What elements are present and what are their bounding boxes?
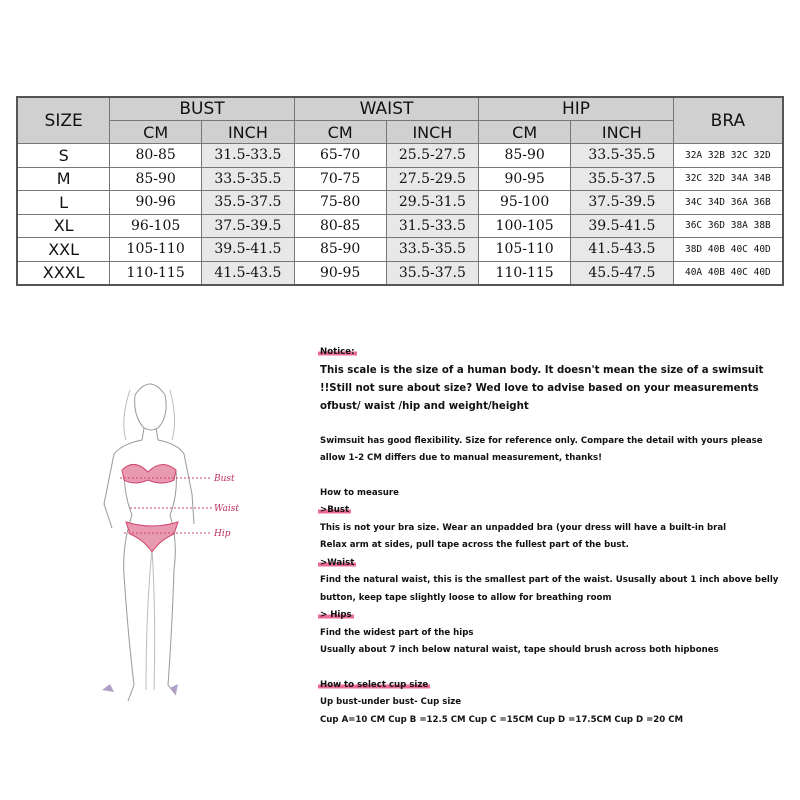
measurement-notes: Notice: This scale is the size of a huma… [318, 344, 790, 729]
table-row: XL 96-105 37.5-39.5 80-85 31.5-33.5 100-105 39… [16, 213, 784, 238]
cell-hip-in: 41.5-43.5 [570, 237, 674, 262]
table-row: L 90-96 35.5-37.5 75-80 29.5-31.5 95-100 37.5-… [16, 190, 784, 215]
cell-bust-in: 37.5-39.5 [201, 213, 295, 238]
cell-waist-in: 25.5-27.5 [385, 143, 480, 168]
hips-text-1: Find the widest part of the hips [320, 627, 474, 638]
cell-waist-cm: 85-90 [293, 237, 387, 262]
cell-hip-in: 45.5-47.5 [570, 260, 674, 286]
cell-hip-cm: 110-115 [478, 260, 571, 286]
cell-bust-in: 33.5-35.5 [201, 166, 295, 191]
inner-legs-outline [145, 549, 156, 691]
cell-size: XXL [16, 237, 111, 262]
hair-outline [123, 389, 176, 441]
cell-hip-in: 35.5-37.5 [570, 166, 674, 191]
hips-title: > Hips [318, 610, 354, 620]
bust-text-2: Relax arm at sides, pull tape across the… [320, 540, 629, 550]
header-waist-cm: CM [293, 120, 387, 144]
waist-label: Waist [214, 504, 239, 514]
bust-title: >Bust [318, 505, 352, 515]
bra-drawing [121, 464, 177, 484]
waist-text: Find the natural waist, this is the smal… [320, 575, 779, 603]
cell-bra: 36C 36D 38A 38B [672, 213, 784, 238]
header-hip-cm: CM [478, 120, 571, 144]
cell-bra: 32C 32D 34A 34B [672, 166, 784, 191]
cell-waist-in: 27.5-29.5 [385, 166, 480, 191]
how-to-measure-title: How to measure [320, 487, 399, 498]
cell-bust-in: 35.5-37.5 [201, 190, 295, 215]
header-bust: BUST [109, 96, 295, 121]
cell-hip-cm: 100-105 [478, 213, 571, 238]
cell-waist-in: 29.5-31.5 [385, 190, 480, 215]
header-waist-inch: INCH [385, 120, 480, 144]
hip-label: Hip [213, 529, 231, 539]
cell-waist-cm: 65-70 [293, 143, 387, 168]
cup-size-text-2: Cup A=10 CM Cup B =12.5 CM Cup C =15CM C… [320, 714, 684, 725]
cell-hip-in: 37.5-39.5 [570, 190, 674, 215]
waist-title: >Waist [318, 557, 357, 568]
notice-text: This scale is the size of a human body. … [320, 364, 764, 412]
cell-bra: 38D 40B 40C 40D [672, 237, 784, 262]
cup-size-text-1: Up bust-under bust- Cup size [320, 697, 462, 707]
cell-waist-cm: 80-85 [293, 213, 387, 238]
body-measurement-figure: Bust Waist Hip [102, 383, 239, 702]
cell-bra: 40A 40B 40C 40D [672, 260, 784, 286]
head-outline [134, 383, 167, 431]
header-size: SIZE [16, 96, 111, 144]
cell-waist-cm: 75-80 [293, 190, 387, 215]
notice-title: Notice: [318, 347, 357, 357]
table-row: S 80-85 31.5-33.5 65-70 25.5-27.5 85-90 33.5-3… [16, 143, 784, 168]
header-bust-inch: INCH [201, 120, 295, 144]
cell-size: XL [16, 213, 111, 238]
table-row: XXL 105-110 39.5-41.5 85-90 33.5-35.5 105-110… [16, 237, 784, 262]
size-chart-table: SIZE BUST WAIST HIP BRA CM INCH CM INCH … [16, 96, 784, 286]
header-hip-inch: INCH [570, 120, 674, 144]
cell-hip-cm: 90-95 [478, 166, 571, 191]
cell-bust-cm: 96-105 [109, 213, 203, 238]
cell-waist-cm: 70-75 [293, 166, 387, 191]
cup-size-title: How to select cup size [318, 679, 431, 690]
header-hip: HIP [478, 96, 674, 121]
cell-size: L [16, 190, 111, 215]
cell-waist-in: 35.5-37.5 [385, 260, 480, 286]
flexibility-text: Swimsuit has good flexibility. Size for … [320, 435, 763, 464]
cell-size: S [16, 143, 111, 168]
cell-bra: 34C 34D 36A 36B [672, 190, 784, 215]
cell-hip-cm: 85-90 [478, 143, 571, 168]
cell-bra: 32A 32B 32C 32D [672, 143, 784, 168]
cell-bust-cm: 90-96 [109, 190, 203, 215]
cell-bust-in: 41.5-43.5 [201, 260, 295, 286]
bust-text-1: This is not your bra size. Wear an unpad… [320, 522, 727, 533]
cell-size: XXXL [16, 260, 111, 286]
briefs-drawing [125, 521, 179, 553]
cell-waist-in: 31.5-33.5 [385, 213, 480, 238]
cell-waist-cm: 90-95 [293, 260, 387, 286]
cell-bust-cm: 85-90 [109, 166, 203, 191]
cell-hip-in: 39.5-41.5 [570, 213, 674, 238]
cell-hip-cm: 95-100 [478, 190, 571, 215]
cell-bust-cm: 105-110 [109, 237, 203, 262]
table-row: M 85-90 33.5-35.5 70-75 27.5-29.5 90-95 35.5-3… [16, 166, 784, 191]
header-bra: BRA [672, 96, 784, 144]
cell-bust-in: 39.5-41.5 [201, 237, 295, 262]
cell-hip-cm: 105-110 [478, 237, 571, 262]
bust-label: Bust [213, 474, 235, 484]
shoes-drawing [102, 684, 178, 694]
cell-bust-in: 31.5-33.5 [201, 143, 295, 168]
body-legs-outline [123, 469, 177, 702]
table-row: XXXL 110-115 41.5-43.5 90-95 35.5-37.5 110-11… [16, 260, 784, 286]
cell-bust-cm: 80-85 [109, 143, 203, 168]
header-waist: WAIST [293, 96, 480, 121]
hips-text-2: Usually about 7 inch below natural waist… [320, 645, 719, 655]
cell-bust-cm: 110-115 [109, 260, 203, 286]
cell-size: M [16, 166, 111, 191]
header-bust-cm: CM [109, 120, 203, 144]
cell-hip-in: 33.5-35.5 [570, 143, 674, 168]
torso-arms-outline [103, 427, 195, 529]
cell-waist-in: 33.5-35.5 [385, 237, 480, 262]
